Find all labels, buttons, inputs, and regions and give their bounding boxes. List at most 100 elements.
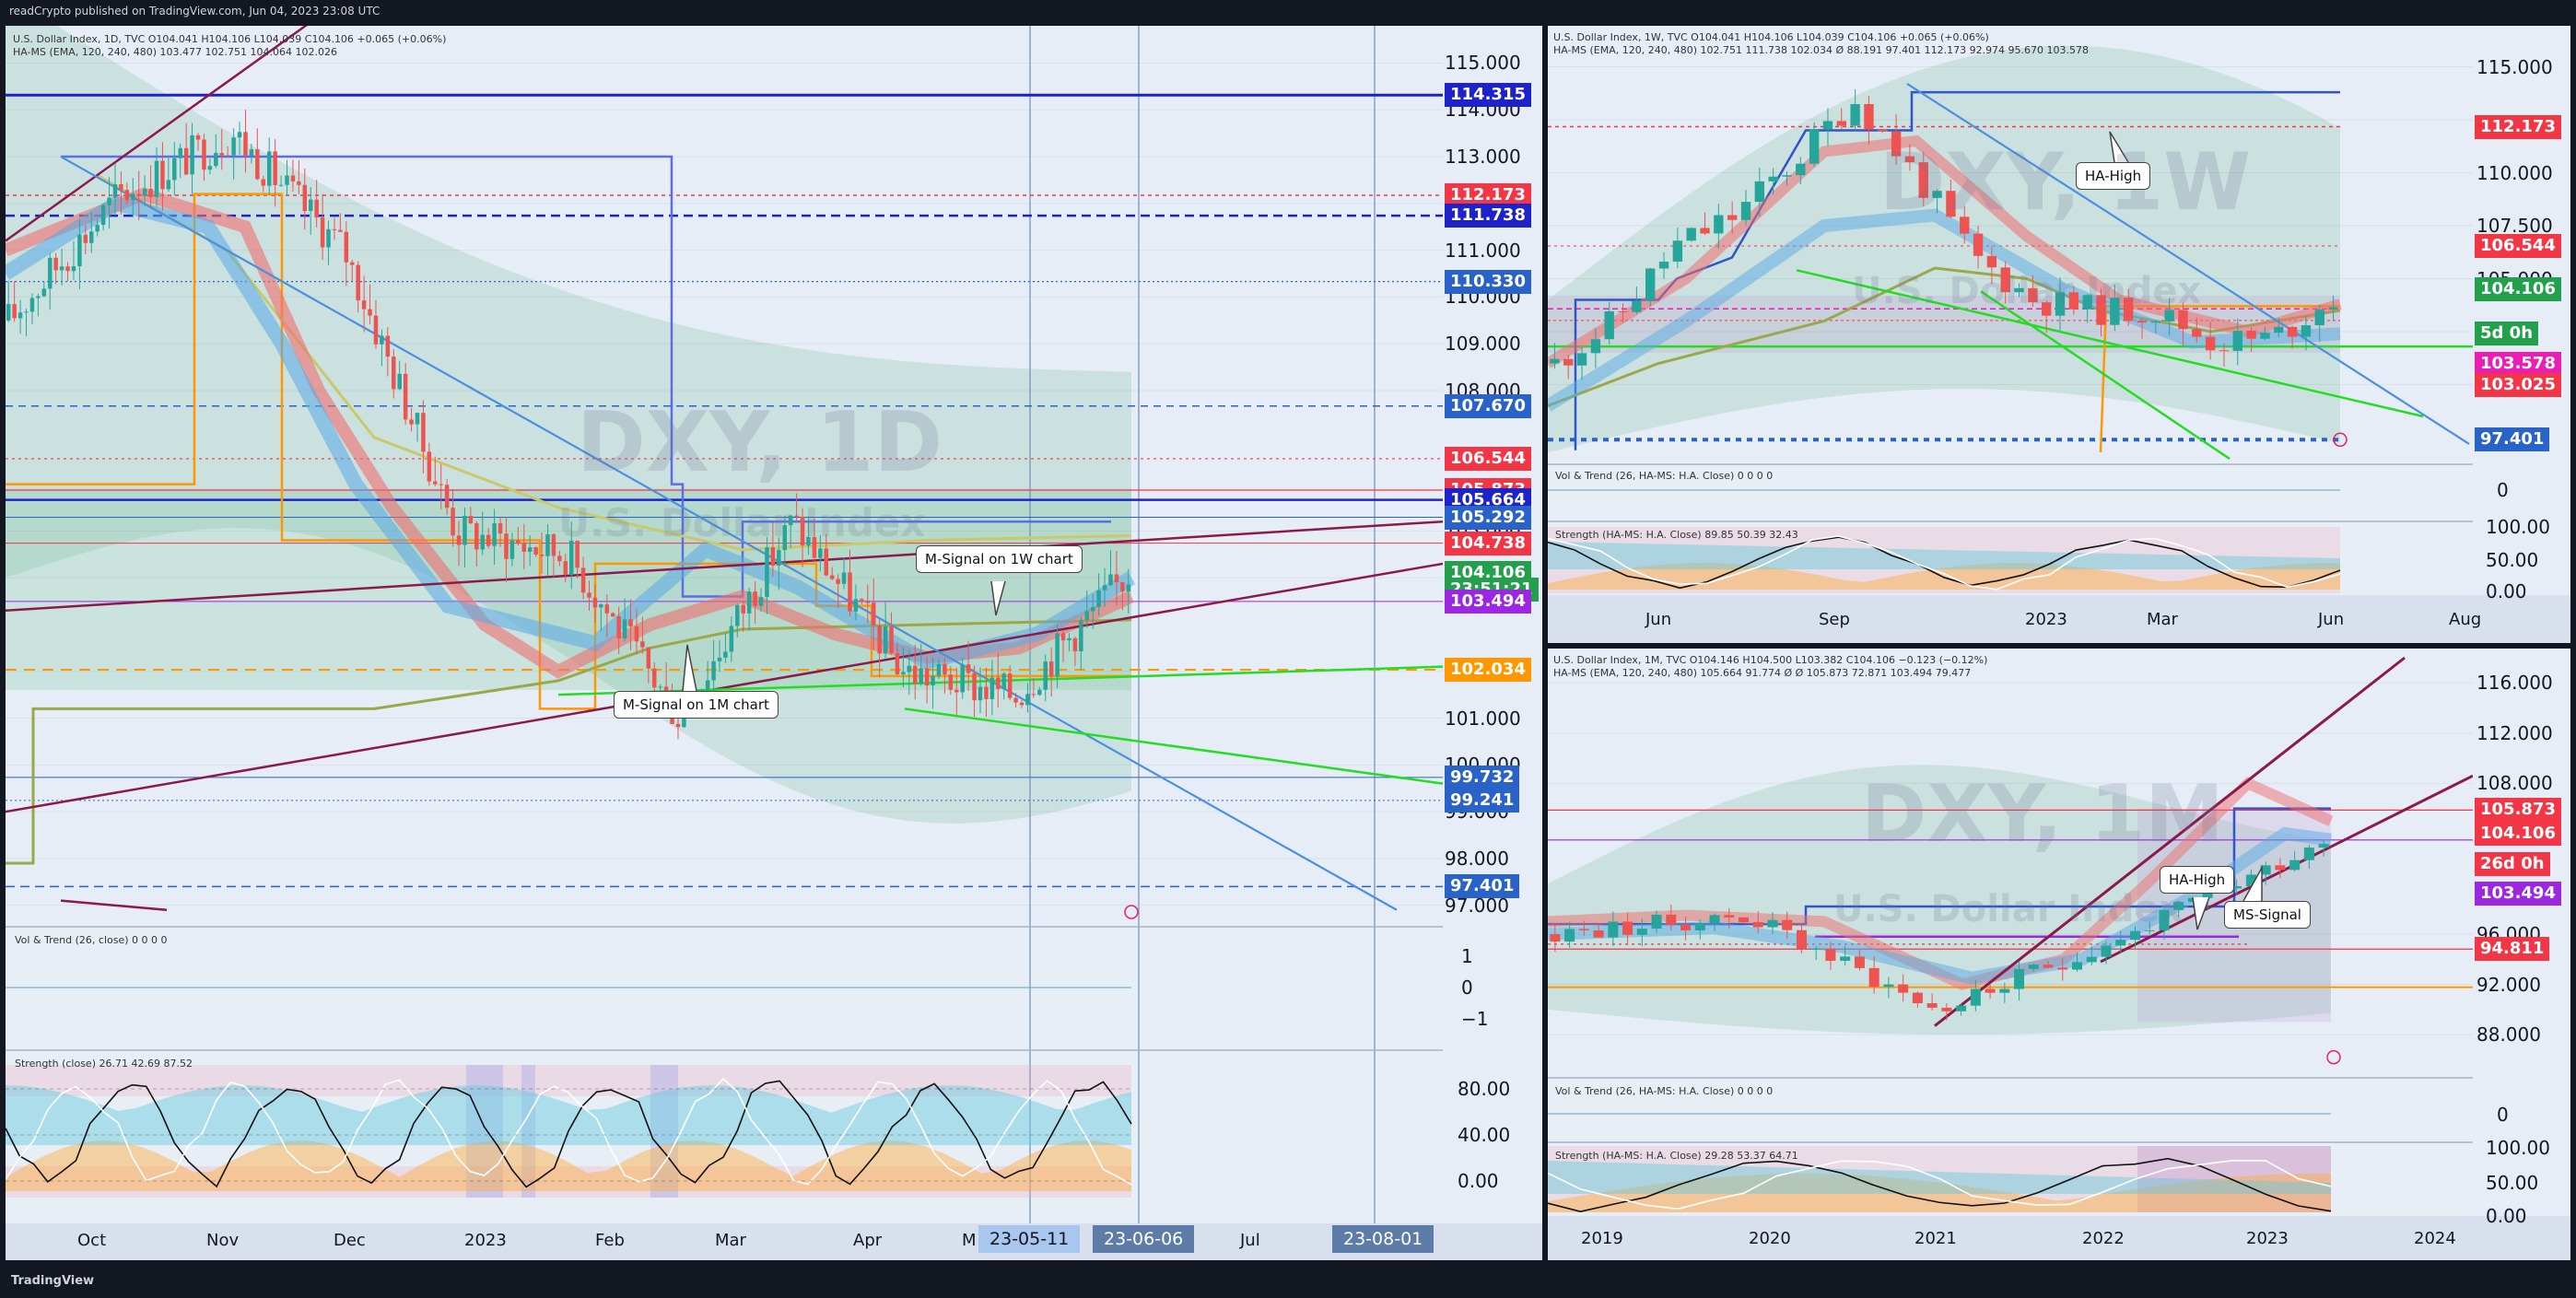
daily-candle — [912, 665, 918, 684]
weekly-candle — [2205, 336, 2216, 351]
monthly-candle — [1883, 984, 1894, 988]
daily-candle — [735, 604, 740, 626]
weekly-candle — [1686, 228, 1696, 241]
monthly-x-tick: 2021 — [1914, 1229, 1957, 1248]
daily-candle — [356, 264, 360, 301]
monthly-candle — [1956, 1005, 1967, 1012]
monthly-watermark-sub: U.S. Dollar Index — [1833, 888, 2184, 930]
monthly-candle — [2028, 965, 2039, 969]
daily-candle — [848, 572, 852, 612]
daily-candle — [1001, 673, 1006, 689]
daily-candle — [1060, 633, 1066, 641]
daily-candle — [444, 485, 450, 509]
monthly-candle — [2303, 848, 2314, 860]
weekly-chart-canvas[interactable] — [1548, 26, 2570, 643]
daily-candle — [717, 657, 722, 661]
weekly-candle — [1864, 104, 1874, 130]
daily-x-tick: Nov — [206, 1231, 240, 1250]
monthly-candle — [2173, 902, 2184, 910]
daily-chart-panel[interactable]: DXY, 1D U.S. Dollar Index U.S. Dollar In… — [6, 26, 1542, 1260]
daily-candle — [758, 597, 764, 606]
weekly-candle — [1563, 358, 1574, 366]
weekly-chart-panel[interactable]: DXY, 1W U.S. Dollar Index U.S. Dollar In… — [1548, 26, 2570, 643]
daily-strength-highlight — [521, 1065, 535, 1198]
monthly-candle — [2260, 865, 2271, 875]
daily-candle — [640, 641, 645, 648]
daily-candle — [183, 147, 189, 175]
daily-candle — [409, 419, 414, 425]
daily-candle — [314, 199, 319, 218]
daily-candle — [166, 180, 171, 190]
daily-candle — [1114, 574, 1119, 583]
monthly-candle — [2275, 865, 2286, 871]
daily-candle — [290, 175, 296, 181]
weekly-strength-tick: 100.00 — [2486, 516, 2550, 538]
daily-candle — [474, 523, 479, 550]
daily-candle — [18, 312, 23, 319]
daily-price-tag: 99.241 — [1445, 788, 1520, 813]
monthly-candle — [1767, 919, 1778, 928]
monthly-strength-black-line — [1548, 1157, 2332, 1212]
daily-x-tick: M — [962, 1231, 977, 1250]
daily-candle — [978, 686, 983, 701]
weekly-ema-ribbon-red — [1548, 134, 2342, 368]
daily-candle — [136, 193, 141, 196]
weekly-ema-ribbon-blue — [1548, 208, 2341, 412]
daily-x-date-tag: 23-06-06 — [1093, 1225, 1195, 1253]
weekly-candle — [2014, 287, 2024, 293]
weekly-candle — [2082, 295, 2092, 310]
monthly-candle — [1636, 929, 1647, 935]
daily-trendline-maroon-2 — [6, 562, 1444, 813]
monthly-candle — [1782, 919, 1793, 930]
daily-candle — [131, 193, 135, 201]
monthly-x-tick: 2022 — [2082, 1229, 2125, 1248]
daily-price-tag: 106.544 — [1445, 446, 1531, 471]
daily-watermark: DXY, 1D — [577, 394, 943, 491]
daily-price-tag: 97.401 — [1445, 874, 1520, 899]
monthly-candle — [2231, 886, 2242, 889]
daily-candle — [865, 602, 871, 603]
monthly-x-tick: 2019 — [1581, 1229, 1623, 1248]
daily-candle — [1031, 694, 1036, 696]
weekly-candle — [1822, 121, 1833, 130]
daily-candle — [119, 183, 123, 191]
monthly-candle — [1796, 930, 1807, 950]
tradingview-logo: TradingView — [11, 1274, 95, 1288]
monthly-ema-ribbon-blue — [1548, 826, 2332, 985]
daily-candle — [1102, 585, 1107, 591]
monthly-chart-canvas[interactable] — [1548, 649, 2570, 1260]
daily-x-tick: 2023 — [464, 1231, 507, 1250]
daily-strength-orange-area — [6, 1140, 1131, 1191]
weekly-candle — [2287, 326, 2298, 337]
daily-candle — [1072, 637, 1078, 652]
monthly-candle — [1680, 924, 1692, 930]
daily-x-tick: Jul — [1240, 1231, 1260, 1250]
daily-candle — [41, 288, 47, 297]
daily-callout-1m-signal: M-Signal on 1M chart — [614, 691, 779, 719]
monthly-candle — [1985, 988, 1996, 993]
daily-candle — [6, 304, 11, 321]
weekly-candle — [1904, 156, 1915, 163]
weekly-candle — [1618, 310, 1628, 312]
weekly-x-tick: Mar — [2147, 610, 2178, 629]
daily-candle — [332, 228, 337, 230]
daily-candle — [249, 149, 254, 157]
daily-price-tag: 110.330 — [1445, 269, 1531, 294]
weekly-x-axis-strip — [1548, 595, 2570, 643]
daily-price-tag: 105.292 — [1445, 505, 1531, 530]
daily-candle — [77, 234, 82, 267]
monthly-chart-panel[interactable]: DXY, 1M U.S. Dollar Index U.S. Dollar In… — [1548, 649, 2570, 1260]
daily-chart-canvas[interactable] — [6, 26, 1542, 1260]
monthly-price-tag: 26d 0h — [2475, 851, 2550, 876]
weekly-candle — [2096, 295, 2106, 325]
daily-vol-tick: −1 — [1461, 1008, 1489, 1030]
daily-trendline-green-2 — [557, 665, 1444, 696]
monthly-y-tick: 88.000 — [2476, 1023, 2541, 1047]
monthly-ohlc-line: U.S. Dollar Index, 1M, TVC O104.146 H104… — [1553, 654, 1988, 666]
monthly-cloud — [1548, 765, 2331, 1035]
monthly-candle — [1651, 914, 1662, 930]
daily-candle — [533, 547, 538, 555]
weekly-olive-step — [1548, 266, 2341, 407]
monthly-candle — [2057, 967, 2068, 970]
monthly-candle — [1840, 956, 1851, 961]
